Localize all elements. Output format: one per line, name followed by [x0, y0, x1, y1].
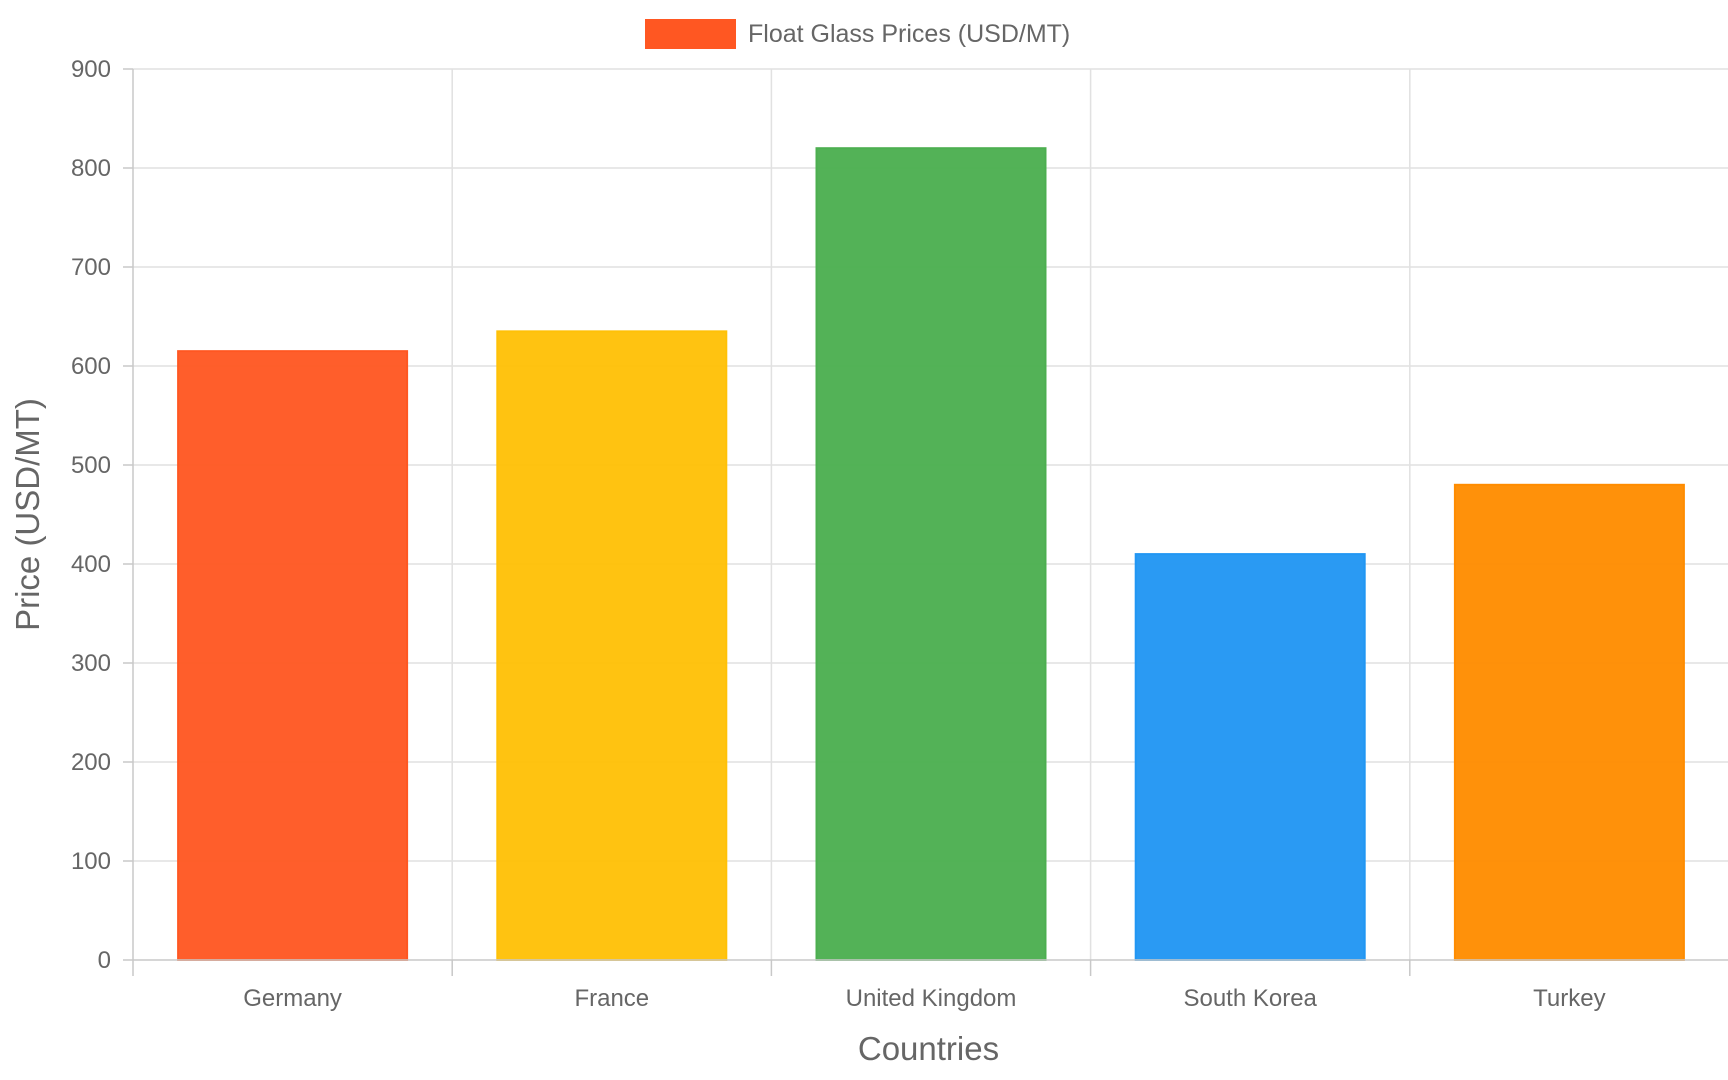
bar-france[interactable]: France: 635 [496, 330, 728, 962]
legend-swatch[interactable] [645, 19, 736, 49]
x-axis-title: Countries [858, 1030, 999, 1067]
y-tick-label: 700 [71, 254, 111, 281]
legend[interactable]: Float Glass Prices (USD/MT) [645, 19, 1070, 49]
y-tick-label: 600 [71, 353, 111, 380]
x-tick-label: Turkey [1533, 985, 1605, 1012]
bars: Germany: 615 France: 635 United Kingdom: 8… [177, 147, 1685, 962]
bar-germany[interactable]: Germany: 615 [177, 350, 409, 961]
x-tick-label: South Korea [1183, 985, 1317, 1012]
y-tick-label: 100 [71, 848, 111, 875]
y-tick-label: 0 [98, 947, 111, 974]
bar-turkey[interactable]: Turkey: 480 [1453, 483, 1685, 961]
axes: 0 100 200 300 400 500 600 700 800 900 Germany Franc… [71, 56, 1728, 1012]
y-tick-label: 300 [71, 650, 111, 677]
y-tick-label: 400 [71, 551, 111, 578]
x-tick-label: Germany [243, 985, 342, 1012]
bar-south-korea[interactable]: South Korea: 410 [1134, 553, 1366, 961]
legend-label[interactable]: Float Glass Prices (USD/MT) [748, 20, 1070, 48]
y-tick-label: 200 [71, 749, 111, 776]
y-tick-label: 500 [71, 452, 111, 479]
x-tick-label: France [574, 985, 649, 1012]
y-axis-title: Price (USD/MT) [9, 398, 46, 631]
y-tick-label: 900 [71, 56, 111, 83]
y-tick-label: 800 [71, 155, 111, 182]
x-tick-label: United Kingdom [846, 985, 1017, 1012]
bar-united-kingdom[interactable]: United Kingdom: 820 [815, 147, 1047, 961]
